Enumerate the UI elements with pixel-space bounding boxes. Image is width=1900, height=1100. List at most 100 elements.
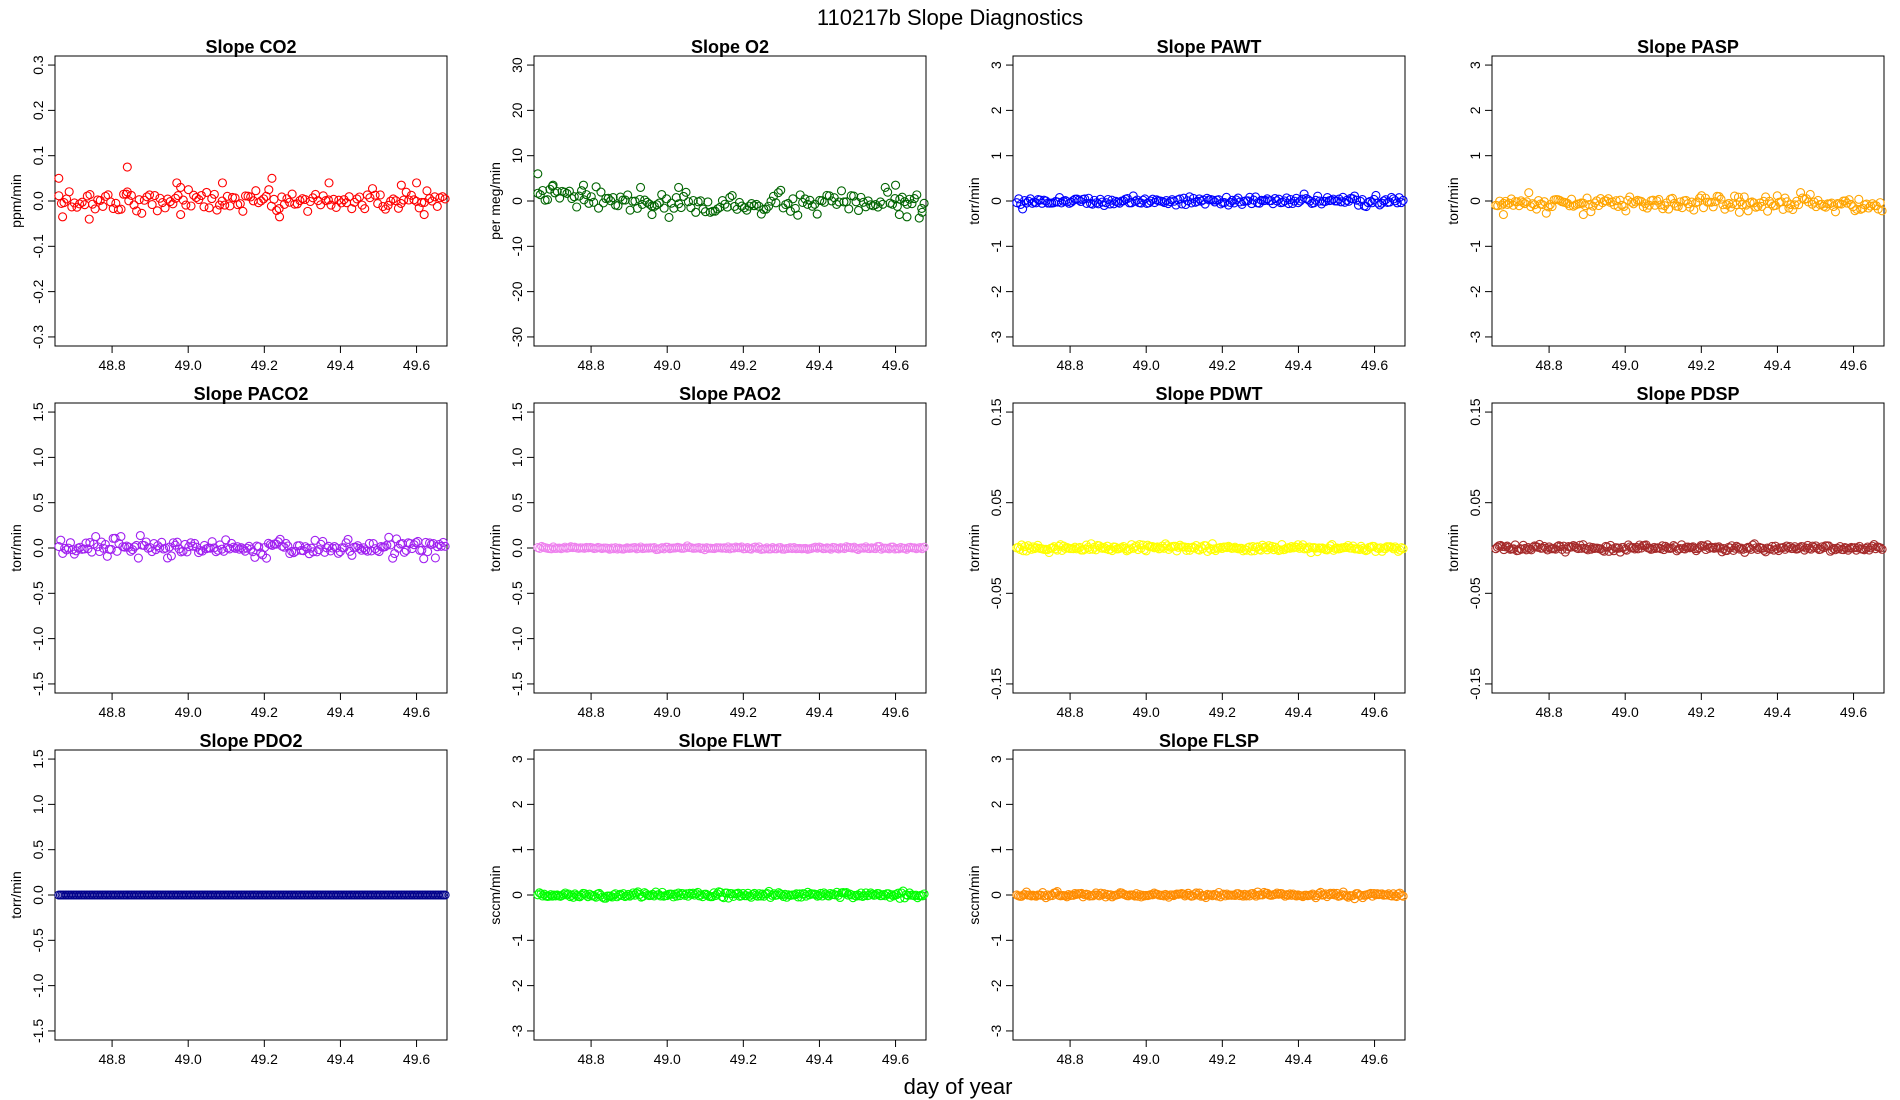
y-tick-label: 1.5: [30, 402, 46, 422]
data-point: [150, 190, 160, 201]
data-point: [1173, 542, 1183, 552]
data-point: [1014, 194, 1024, 204]
data-point: [1774, 545, 1784, 556]
data-point: [393, 203, 403, 213]
data-point: [1285, 543, 1295, 553]
data-points: [1012, 539, 1408, 558]
data-point: [1084, 544, 1095, 555]
data-point: [1708, 202, 1718, 212]
y-tick-label: -2: [988, 285, 1004, 298]
x-tick-label: 49.6: [403, 357, 430, 373]
data-point: [1691, 546, 1701, 556]
data-point: [168, 538, 178, 548]
data-point: [1315, 196, 1325, 206]
x-tick-label: 49.2: [730, 357, 757, 373]
data-point: [1799, 545, 1810, 555]
data-point: [323, 195, 333, 205]
data-point: [1275, 545, 1285, 555]
x-tick-label: 49.0: [654, 357, 681, 373]
data-point: [1601, 196, 1611, 206]
y-tick-label: -3: [509, 1025, 525, 1038]
data-point: [235, 199, 245, 209]
x-tick-label: 48.8: [98, 704, 125, 720]
y-tick-label: -1.0: [30, 973, 46, 997]
data-point: [536, 889, 546, 899]
data-point: [122, 162, 132, 172]
data-points: [533, 886, 929, 903]
data-point: [1350, 191, 1360, 201]
y-tick-label: -0.5: [30, 581, 46, 605]
data-point: [1088, 891, 1098, 901]
data-point: [85, 190, 95, 200]
data-point: [902, 212, 912, 222]
data-point: [355, 543, 365, 554]
data-point: [1238, 891, 1248, 901]
data-point: [1654, 194, 1664, 205]
data-point: [764, 201, 774, 211]
data-point: [676, 203, 686, 213]
x-tick-label: 48.8: [98, 357, 125, 373]
data-point: [411, 178, 422, 188]
data-point: [209, 189, 219, 199]
data-point: [269, 194, 279, 204]
data-point: [238, 206, 248, 216]
data-point: [664, 212, 674, 222]
data-point: [593, 203, 604, 213]
data-point: [725, 192, 735, 202]
data-point: [1830, 207, 1841, 217]
panel-title: Slope PDO2: [199, 731, 302, 751]
panel-slope-flsp: Slope FLSP sccm/min 48.8 49.0 49.2 49.4 49.6 -3…: [966, 731, 1408, 1067]
data-point: [56, 535, 66, 545]
x-tick-label: 49.4: [327, 704, 354, 720]
data-point: [440, 194, 450, 204]
data-point: [181, 200, 191, 210]
y-tick-label: 0: [988, 891, 1004, 899]
data-point: [757, 889, 768, 899]
x-tick-label: 49.0: [654, 704, 681, 720]
data-point: [719, 893, 729, 903]
data-point: [785, 206, 796, 216]
data-point: [647, 210, 657, 220]
data-point: [1191, 888, 1201, 898]
panel-slope-pdo2: Slope PDO2 torr/min 48.8 49.0 49.2 49.4 49.6 -1…: [8, 731, 450, 1067]
data-point: [212, 205, 222, 215]
y-tick-label: -1.5: [30, 1019, 46, 1043]
data-point: [422, 186, 432, 196]
data-point: [414, 203, 424, 213]
data-point: [161, 543, 171, 553]
data-point: [902, 199, 912, 209]
data-point: [753, 891, 763, 901]
x-tick-label: 49.2: [1688, 357, 1715, 373]
x-tick-label: 49.0: [1612, 704, 1639, 720]
data-point: [1875, 543, 1886, 553]
data-point: [1625, 192, 1635, 202]
data-point: [352, 194, 362, 204]
y-axis-label: torr/min: [1445, 524, 1461, 571]
panel-title: Slope PAWT: [1157, 37, 1262, 57]
x-tick-label: 49.6: [1840, 357, 1867, 373]
x-tick-label: 49.2: [730, 1051, 757, 1067]
data-point: [652, 200, 662, 210]
data-point: [1642, 203, 1652, 213]
data-point: [1739, 192, 1749, 202]
panel-slope-pasp: Slope PASP torr/min 48.8 49.0 49.2 49.4 49.6 -3…: [1445, 37, 1887, 373]
data-point: [152, 206, 162, 216]
data-point: [1664, 204, 1674, 214]
y-tick-label: -3: [1467, 331, 1483, 344]
data-point: [1313, 191, 1323, 201]
data-point: [1270, 193, 1280, 204]
data-point: [100, 191, 111, 201]
data-point: [196, 190, 206, 201]
data-point: [423, 547, 433, 557]
x-tick-label: 49.0: [1133, 704, 1160, 720]
data-point: [751, 199, 762, 209]
data-point: [106, 197, 116, 207]
data-point: [424, 194, 435, 204]
x-tick-label: 49.4: [806, 357, 833, 373]
data-point: [883, 187, 893, 197]
data-point: [186, 201, 196, 211]
y-axis-label: per meg/min: [487, 162, 503, 240]
x-tick-label: 49.6: [403, 704, 430, 720]
data-point: [129, 200, 139, 210]
data-point: [861, 202, 871, 212]
